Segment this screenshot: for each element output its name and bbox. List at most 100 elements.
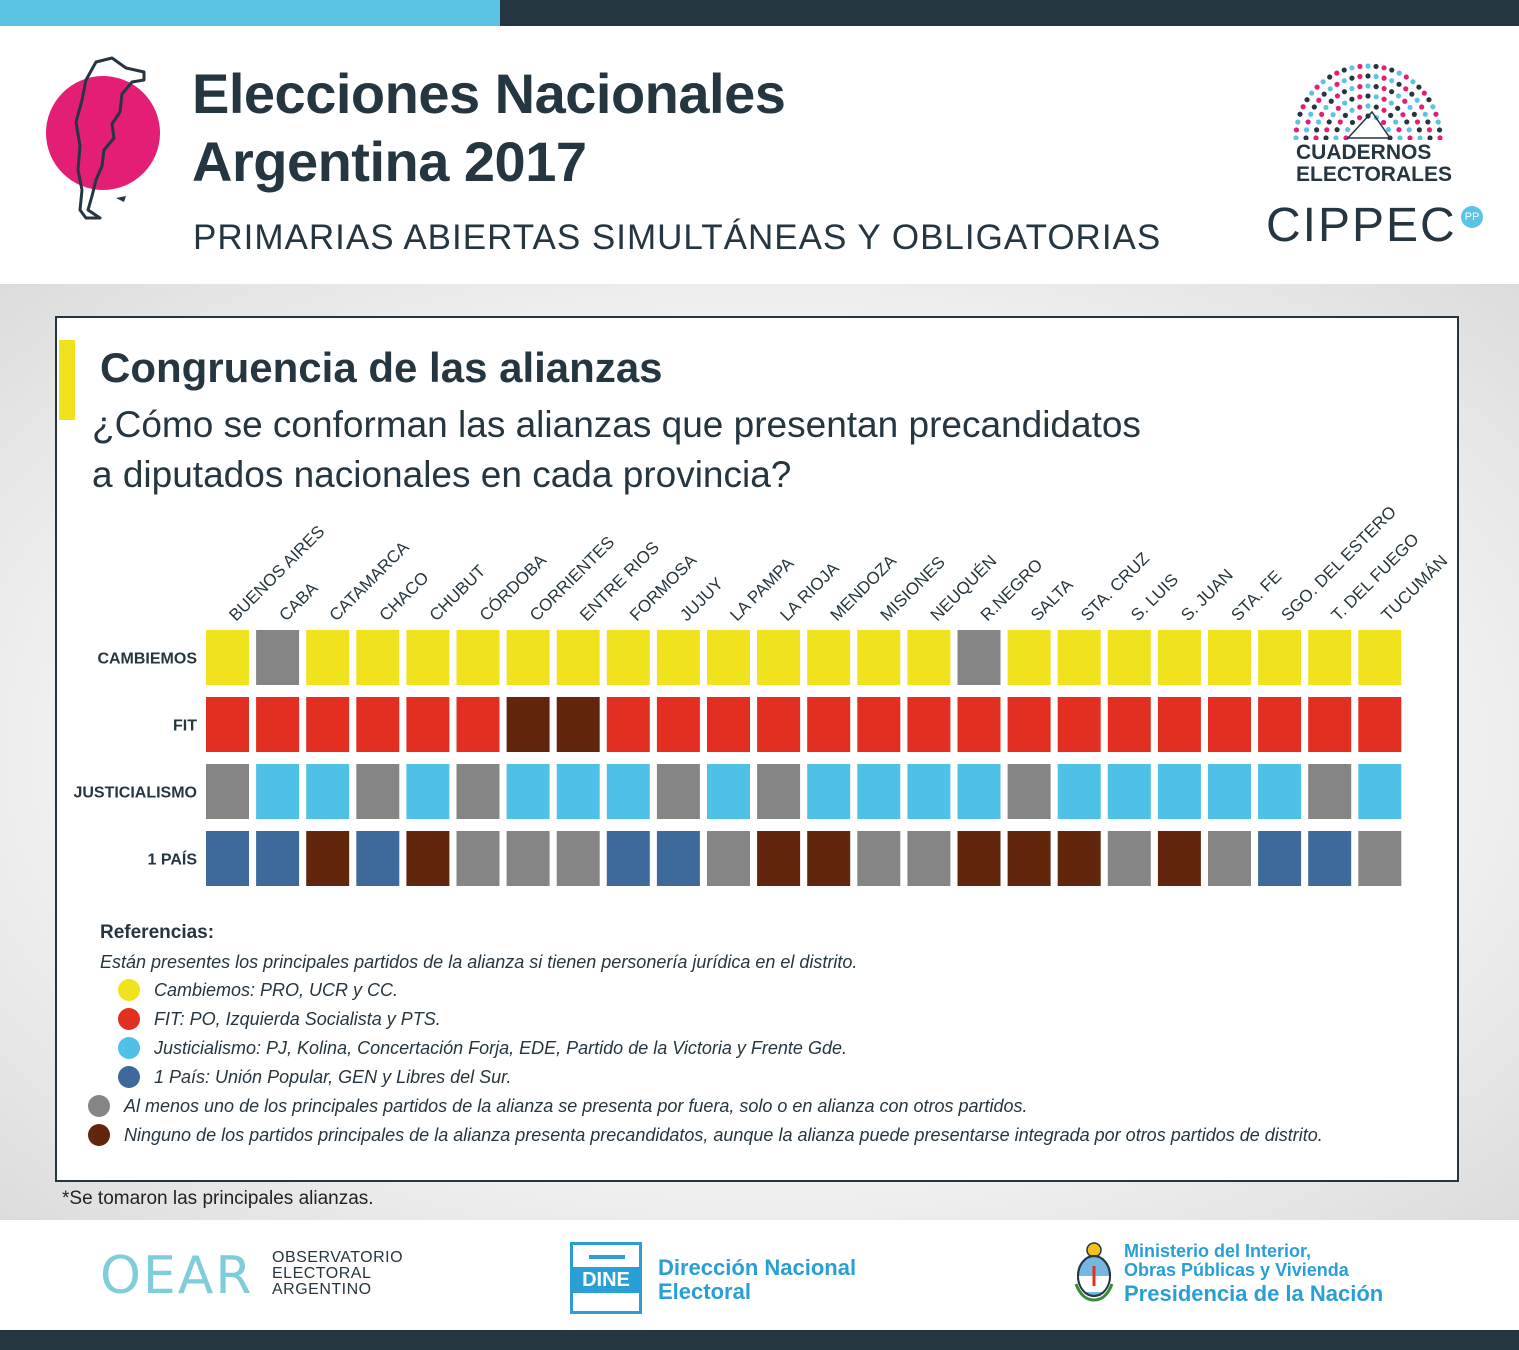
cippec-logo: CIPPEC bbox=[1266, 199, 1457, 252]
heatmap-cell bbox=[907, 764, 951, 819]
seat-dot bbox=[1357, 73, 1363, 80]
heatmap-cell bbox=[1308, 764, 1352, 819]
dine-line-1: Dirección Nacional bbox=[658, 1255, 857, 1280]
seat-dot bbox=[1406, 127, 1412, 133]
seat-dot bbox=[1324, 127, 1330, 133]
seat-dot bbox=[1328, 98, 1334, 104]
references: Referencias: Están presentes los princip… bbox=[88, 922, 1323, 1153]
seat-dot bbox=[1303, 127, 1310, 133]
top-dark-bar bbox=[500, 0, 1519, 26]
heatmap-cell bbox=[1308, 697, 1352, 752]
heatmap-cell bbox=[506, 630, 550, 685]
seat-dot bbox=[1416, 127, 1422, 133]
references-list: Cambiemos: PRO, UCR y CC. FIT: PO, Izquie… bbox=[88, 979, 1323, 1153]
heatmap-cell bbox=[957, 697, 1001, 752]
seat-dot bbox=[1365, 93, 1371, 99]
column-label: JUJUY bbox=[676, 574, 727, 625]
seat-dot bbox=[1395, 93, 1402, 99]
heatmap-cell bbox=[1358, 764, 1402, 819]
seat-dot bbox=[1426, 127, 1433, 133]
seat-dot bbox=[1403, 86, 1409, 92]
seat-dot bbox=[1381, 96, 1387, 102]
reference-text: Al menos uno de los principales partidos… bbox=[124, 1096, 1028, 1116]
seat-dot bbox=[1326, 119, 1332, 125]
seat-dot bbox=[1342, 112, 1348, 118]
heatmap-cell bbox=[1057, 630, 1101, 685]
heatmap-cell bbox=[757, 630, 801, 685]
question-line-2: a diputados nacionales en cada provincia… bbox=[92, 454, 792, 495]
heatmap-cell bbox=[1107, 764, 1151, 819]
heatmap-cell bbox=[406, 697, 450, 752]
seat-dot bbox=[1330, 112, 1336, 118]
footer bbox=[0, 1220, 1519, 1330]
heatmap-cell bbox=[857, 697, 901, 752]
seat-dot bbox=[1345, 126, 1351, 133]
reference-text: Cambiemos: PRO, UCR y CC. bbox=[154, 980, 399, 1000]
heatmap-cell bbox=[456, 630, 500, 685]
seat-dot bbox=[1334, 81, 1340, 87]
seat-dot bbox=[1327, 86, 1333, 92]
seat-dot bbox=[1320, 79, 1326, 85]
reference-item: Justicialismo: PJ, Kolina, Concertación … bbox=[100, 1037, 857, 1066]
reference-item: Ninguno de los partidos principales de l… bbox=[88, 1124, 1323, 1153]
heatmap-cell bbox=[1358, 697, 1402, 752]
seat-dot bbox=[1357, 63, 1363, 70]
seat-dot bbox=[1403, 74, 1409, 80]
seat-dot bbox=[1396, 81, 1402, 87]
seat-dot bbox=[1304, 97, 1310, 103]
card-question: ¿Cómo se conforman las alianzas que pres… bbox=[92, 400, 1372, 500]
heatmap-cell bbox=[656, 697, 700, 752]
title-line-2: Argentina 2017 bbox=[192, 130, 587, 193]
seat-dot bbox=[1422, 111, 1428, 117]
seat-dot bbox=[1335, 105, 1341, 111]
heatmap-cell bbox=[1258, 764, 1302, 819]
seat-dot bbox=[1349, 85, 1355, 92]
seat-dot bbox=[1365, 103, 1371, 109]
seat-dot bbox=[1410, 79, 1416, 85]
seat-dot bbox=[1381, 107, 1387, 113]
seat-dot bbox=[1385, 126, 1391, 133]
reference-color-dot bbox=[118, 1037, 140, 1059]
reference-color-dot bbox=[118, 1066, 140, 1088]
heatmap-cell bbox=[857, 630, 901, 685]
heatmap-cell bbox=[456, 764, 500, 819]
heatmap-cell bbox=[707, 630, 750, 685]
seat-dot bbox=[1373, 94, 1379, 100]
heatmap-cell bbox=[606, 831, 650, 886]
seat-dot bbox=[1397, 135, 1403, 140]
heatmap-cell bbox=[256, 831, 300, 886]
heatmap-cell bbox=[807, 630, 851, 685]
heatmap-cell bbox=[1208, 697, 1251, 752]
heatmap-cell bbox=[757, 697, 801, 752]
heatmap-cell bbox=[656, 831, 700, 886]
seat-dot bbox=[1400, 112, 1406, 118]
reference-text: Ninguno de los partidos principales de l… bbox=[124, 1125, 1323, 1145]
heatmap-cell bbox=[1107, 697, 1151, 752]
seat-dot bbox=[1337, 119, 1343, 125]
heatmap-cell bbox=[1308, 831, 1352, 886]
dine-line-2: Electoral bbox=[658, 1279, 751, 1304]
seat-dot bbox=[1373, 104, 1379, 110]
heatmap-cell bbox=[306, 697, 350, 752]
reference-text: Justicialismo: PJ, Kolina, Concertación … bbox=[154, 1038, 847, 1058]
reference-item: Al menos uno de los principales partidos… bbox=[88, 1095, 1028, 1124]
heatmap-cell bbox=[606, 697, 650, 752]
ministry-line-2: Obras Públicas y Vivienda bbox=[1124, 1260, 1349, 1280]
seat-dot bbox=[1430, 104, 1436, 110]
heatmap-cell bbox=[707, 764, 750, 819]
heatmap-cell bbox=[1358, 630, 1402, 685]
heatmap-cell bbox=[206, 697, 249, 752]
seat-dot bbox=[1425, 119, 1431, 125]
heatmap-cell bbox=[1007, 630, 1051, 685]
seat-dot bbox=[1323, 104, 1329, 111]
references-title: Referencias: bbox=[100, 922, 215, 943]
seat-dot bbox=[1323, 135, 1329, 140]
seat-dot bbox=[1341, 78, 1347, 84]
heatmap-cell bbox=[1208, 630, 1251, 685]
row-label: 1 PAÍS bbox=[148, 850, 198, 869]
seat-dot bbox=[1349, 65, 1355, 71]
seat-dot bbox=[1388, 112, 1394, 118]
column-label: S. JUAN bbox=[1177, 565, 1237, 625]
heatmap-cell bbox=[406, 831, 450, 886]
